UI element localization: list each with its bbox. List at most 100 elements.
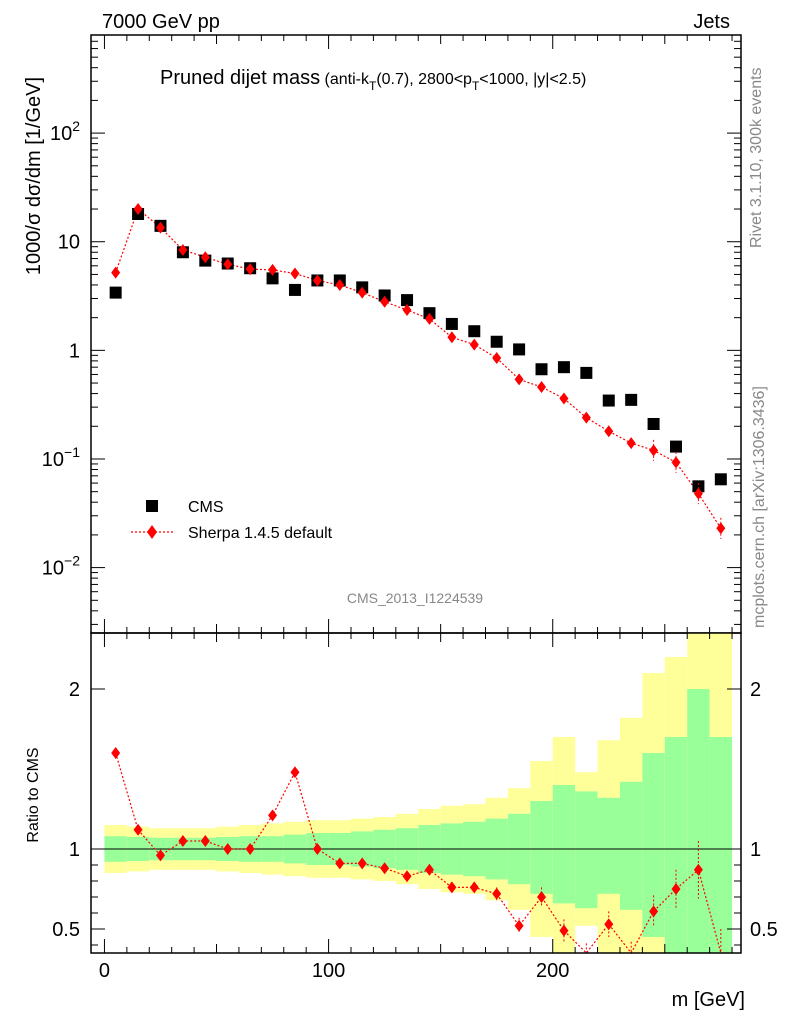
ratio-data-point: [290, 766, 300, 779]
x-tick-label: 200: [536, 960, 569, 982]
sherpa-data-point: [155, 221, 165, 234]
cms-data-point: [557, 361, 570, 374]
ratio-y-tick-label-right: 0.5: [750, 919, 778, 941]
ratio-data-point: [537, 891, 547, 903]
cms-data-point: [468, 325, 481, 338]
ratio-axis-ticks: [91, 633, 741, 953]
plot-title-line: Pruned dijet mass (anti-kT(0.7), 2800<pT…: [160, 67, 586, 93]
legend-cms-label: CMS: [188, 499, 224, 516]
inner-uncertainty-band: [530, 801, 553, 894]
cms-data-point: [602, 394, 615, 407]
ratio-data-point: [559, 924, 569, 937]
sherpa-data-point: [693, 487, 703, 500]
ratio-data-point: [604, 918, 614, 931]
main-plot-frame: [90, 34, 742, 634]
legend: CMS Sherpa 1.4.5 default: [131, 499, 333, 542]
header-energy: 7000 GeV pp: [102, 11, 220, 33]
main-y-tick-label: 1: [69, 340, 80, 362]
sherpa-data-point: [469, 338, 479, 351]
x-tick-label: 0: [99, 960, 110, 982]
plot-title: Pruned dijet mass: [160, 67, 320, 89]
ratio-data-layer: [111, 747, 722, 955]
sherpa-data-point: [649, 444, 659, 457]
inner-uncertainty-band: [664, 737, 688, 953]
x-axis-label: m [GeV]: [672, 989, 745, 1011]
sherpa-data-point: [223, 258, 233, 271]
analysis-id: CMS_2013_I1224539: [347, 590, 483, 606]
ratio-data-point: [268, 809, 278, 822]
sherpa-line: [115, 208, 722, 529]
cms-data-point: [109, 286, 122, 299]
inner-uncertainty-band: [575, 791, 598, 909]
ratio-data-point: [447, 881, 457, 894]
sherpa-data-point: [178, 243, 188, 256]
sherpa-data-point: [559, 392, 569, 405]
ratio-y-tick-label: 0.5: [52, 919, 80, 941]
main-axis-ticks: [91, 34, 741, 633]
ratio-data-point: [671, 883, 681, 895]
inner-uncertainty-band: [687, 689, 710, 953]
ratio-data-point: [469, 881, 479, 894]
ratio-plot-frame: [90, 632, 742, 954]
inner-uncertainty-band: [642, 753, 665, 937]
ratio-data-point: [649, 905, 659, 918]
ratio-y-tick-label: 1: [69, 839, 80, 861]
cms-data-point: [445, 317, 458, 330]
sherpa-data-point: [626, 437, 636, 450]
inner-uncertainty-band: [597, 797, 620, 894]
cms-data-point: [288, 283, 301, 296]
ratio-y-axis-label: Ratio to CMS: [25, 747, 42, 842]
ratio-data-point: [357, 857, 367, 870]
rivet-version-label: Rivet 3.1.10, 300k events: [748, 67, 765, 248]
cms-data-point: [535, 363, 548, 376]
ratio-data-point: [424, 863, 434, 876]
sherpa-data-point: [492, 352, 502, 365]
ratio-data-point: [111, 747, 121, 759]
sherpa-data-point: [111, 266, 121, 279]
inner-uncertainty-band: [552, 785, 576, 904]
sherpa-data-point: [335, 278, 345, 291]
sherpa-data-point: [581, 411, 591, 424]
inner-uncertainty-band: [619, 781, 643, 910]
ratio-data-point: [693, 863, 703, 876]
legend-sherpa-marker: [147, 525, 157, 539]
sherpa-data-point: [133, 203, 143, 216]
cms-data-point: [266, 272, 279, 285]
ratio-data-point: [245, 843, 255, 855]
sherpa-data-point: [268, 263, 278, 276]
cms-data-point: [670, 440, 682, 453]
cms-data-point: [378, 289, 391, 302]
cms-data-point: [625, 393, 638, 406]
legend-cms-marker: [146, 500, 158, 512]
sherpa-data-point: [671, 456, 681, 469]
header-process: Jets: [693, 11, 730, 33]
plot-subtitle: (anti-kT(0.7), 2800<pT<1000, |y|<2.5): [325, 71, 587, 93]
ratio-data-point: [380, 862, 390, 875]
mcplots-label: mcplots.cern.ch [arXiv:1306.3436]: [751, 386, 768, 628]
ratio-data-point: [155, 849, 165, 862]
legend-sherpa-label: Sherpa 1.4.5 default: [188, 525, 333, 542]
cms-data-point: [580, 366, 593, 379]
main-y-tick-labels: 10−2 10−1 1 10 102: [42, 118, 80, 580]
ratio-data-point: [312, 843, 322, 855]
ratio-data-point: [335, 857, 345, 870]
sherpa-data-point: [200, 251, 210, 264]
cms-data-point: [490, 335, 503, 348]
ratio-data-point: [492, 887, 502, 900]
ratio-data-point: [514, 919, 524, 932]
sherpa-data-point: [380, 295, 390, 308]
main-y-tick-label: 102: [50, 118, 80, 145]
sherpa-data-point: [537, 380, 547, 393]
main-y-tick-label: 10: [58, 232, 80, 254]
x-tick-label: 100: [312, 960, 345, 982]
cms-data-point: [513, 343, 526, 356]
sherpa-data-point: [447, 331, 457, 344]
cms-data-point: [692, 480, 705, 493]
ratio-data-point: [133, 823, 143, 836]
sherpa-data-point: [716, 522, 726, 535]
main-data-layer: [109, 203, 727, 539]
ratio-data-point: [200, 835, 210, 847]
sherpa-data-point: [290, 267, 300, 280]
inner-uncertainty-band: [709, 737, 733, 953]
